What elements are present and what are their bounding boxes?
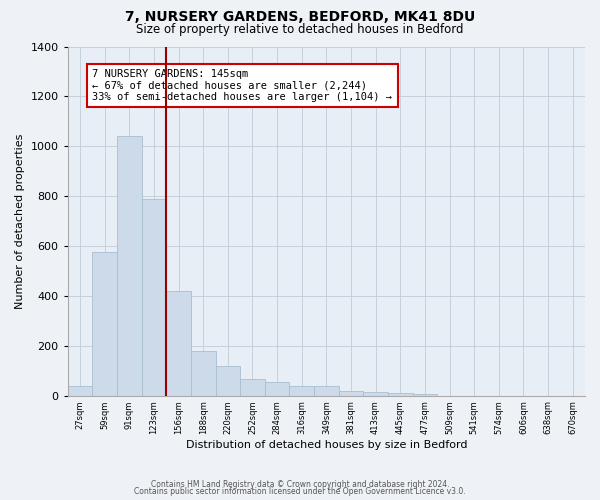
Text: Contains HM Land Registry data © Crown copyright and database right 2024.: Contains HM Land Registry data © Crown c… [151,480,449,489]
Bar [240,380,265,396]
Bar [92,252,117,396]
Text: 7, NURSERY GARDENS, BEDFORD, MK41 8DU: 7, NURSERY GARDENS, BEDFORD, MK41 8DU [125,10,475,24]
Bar [364,392,388,396]
Bar [215,366,240,396]
X-axis label: Distribution of detached houses by size in Bedford: Distribution of detached houses by size … [185,440,467,450]
Bar [388,393,413,396]
Bar [166,291,191,396]
Bar [289,386,314,396]
Bar [314,386,338,396]
Bar [117,136,142,396]
Bar [265,382,289,396]
Bar [338,390,364,396]
Text: 7 NURSERY GARDENS: 145sqm
← 67% of detached houses are smaller (2,244)
33% of se: 7 NURSERY GARDENS: 145sqm ← 67% of detac… [92,69,392,102]
Text: Size of property relative to detached houses in Bedford: Size of property relative to detached ho… [136,22,464,36]
Text: Contains public sector information licensed under the Open Government Licence v3: Contains public sector information licen… [134,487,466,496]
Bar [68,386,92,396]
Bar [191,350,215,396]
Bar [413,394,437,396]
Y-axis label: Number of detached properties: Number of detached properties [15,134,25,308]
Bar [142,198,166,396]
